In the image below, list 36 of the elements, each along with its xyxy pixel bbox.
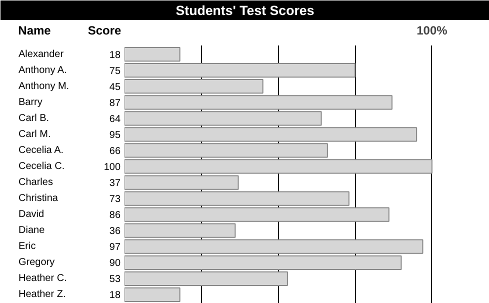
chart-title: Students' Test Scores xyxy=(176,3,314,18)
data-label: 18 xyxy=(109,290,121,302)
data-label: 73 xyxy=(109,194,121,206)
y-tick-label: Barry xyxy=(18,96,42,108)
y-tick-label: Anthony M. xyxy=(18,80,70,92)
data-label: 37 xyxy=(109,178,121,190)
data-label: 53 xyxy=(109,274,121,286)
y-tick-label: Diane xyxy=(18,225,46,236)
data-label: 36 xyxy=(109,226,121,238)
y-tick-label: Cecelia C. xyxy=(18,160,65,172)
x-tick-label: 100% xyxy=(416,24,448,38)
y-tick-label: Carl M. xyxy=(18,128,51,140)
y-tick-label: Anthony A. xyxy=(18,64,67,76)
y-tick-label: Cecelia A. xyxy=(18,144,64,156)
text: Name xyxy=(18,24,52,38)
data-label: 18 xyxy=(109,50,121,61)
y-tick-label: Carl B. xyxy=(18,112,50,124)
data-label: 97 xyxy=(109,242,121,254)
data-label: 45 xyxy=(109,82,121,93)
text: Score xyxy=(88,24,122,38)
data-label: 90 xyxy=(109,258,121,270)
data-label: 64 xyxy=(109,114,121,125)
data-label: 75 xyxy=(109,66,121,77)
data-label: 86 xyxy=(109,210,121,222)
data-label: 95 xyxy=(109,130,121,141)
y-tick-label: Gregory xyxy=(18,257,55,268)
y-tick-label: Christina xyxy=(18,193,58,204)
y-tick-label: Charles xyxy=(18,177,53,188)
y-tick-label: Heather C. xyxy=(18,273,67,284)
y-tick-label: David xyxy=(18,209,44,220)
y-tick-label: Heather Z. xyxy=(18,289,66,300)
data-label: 87 xyxy=(109,98,121,109)
data-label: 66 xyxy=(109,146,121,157)
y-tick-label: Alexander xyxy=(18,48,64,60)
data-label: 100 xyxy=(104,162,121,173)
y-tick-label: Eric xyxy=(18,241,36,252)
